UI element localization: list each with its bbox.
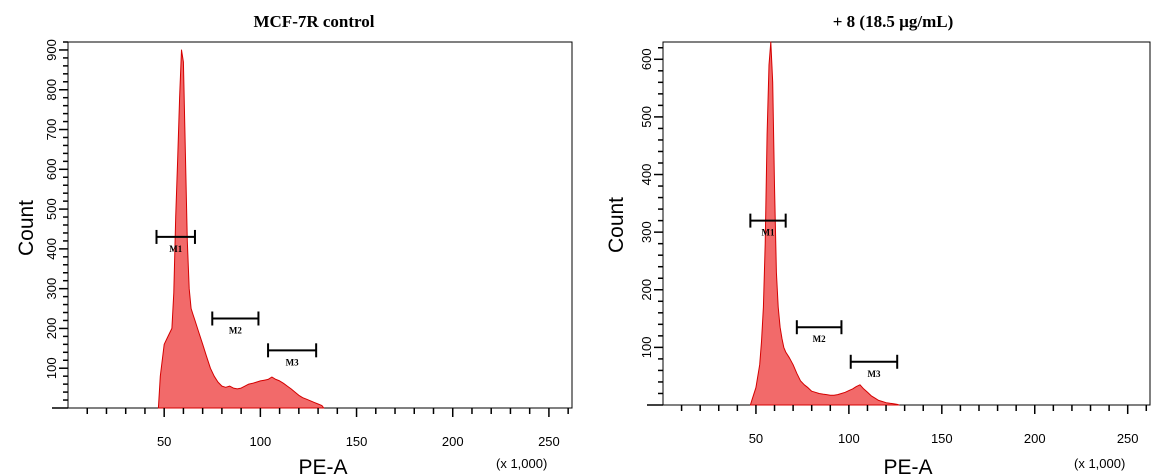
x-tick-label: 200 (1024, 431, 1046, 446)
x-tick-label: 100 (838, 431, 860, 446)
gate-marker: M3 (849, 354, 899, 379)
y-tick-label: 400 (639, 164, 654, 186)
x-tick-label: 100 (250, 434, 272, 449)
y-tick-label: 300 (44, 278, 59, 300)
gate-label: M1 (762, 228, 775, 238)
x-axis-label: PE-A (883, 456, 932, 476)
x-tick-label: 250 (1117, 431, 1139, 446)
gate-marker: M1 (749, 213, 787, 238)
y-tick-label: 500 (639, 106, 654, 128)
y-tick-label: 600 (639, 48, 654, 70)
y-tick-label: 900 (44, 39, 59, 61)
y-tick-label: 500 (44, 198, 59, 220)
plot-frame (67, 41, 573, 409)
gate-marker: M3 (267, 343, 318, 367)
y-axis-label: Count (605, 197, 628, 253)
x-tick-label: 50 (749, 431, 763, 446)
histogram-area (157, 49, 325, 409)
gate-label: M2 (229, 325, 242, 335)
y-axis-label: Count (15, 200, 38, 256)
y-tick-label: 100 (639, 337, 654, 359)
y-tick-label: 300 (639, 221, 654, 243)
x-scale-note: (x 1,000) (496, 456, 547, 471)
x-scale-note: (x 1,000) (1074, 456, 1125, 471)
gate-label: M1 (169, 244, 182, 254)
chart-title: MCF-7R control (253, 12, 374, 31)
x-tick-label: 250 (538, 434, 560, 449)
panel-right: + 8 (18.5 µg/mL) Count PE-A (x 1,000) 50… (605, 12, 1151, 476)
x-tick-label: 200 (442, 434, 464, 449)
y-tick-label: 100 (44, 357, 59, 379)
x-axis-label: PE-A (298, 456, 347, 476)
x-tick-label: 150 (931, 431, 953, 446)
gate-label: M2 (813, 334, 826, 344)
gate-marker: M2 (795, 320, 843, 344)
y-tick-label: 800 (44, 79, 59, 101)
gate-marker: M2 (211, 311, 260, 335)
chart-title: + 8 (18.5 µg/mL) (833, 12, 954, 31)
gate-label: M3 (867, 369, 880, 379)
x-tick-label: 50 (157, 434, 171, 449)
x-tick-label: 150 (346, 434, 368, 449)
y-tick-label: 600 (44, 158, 59, 180)
plot-frame (662, 41, 1151, 406)
y-tick-label: 200 (639, 279, 654, 301)
gate-label: M3 (286, 357, 299, 367)
histogram-area (749, 41, 900, 406)
gate-marker: M1 (155, 229, 196, 254)
y-tick-label: 400 (44, 238, 59, 260)
panel-left: MCF-7R control Count PE-A (x 1,000) 50 10… (15, 12, 573, 476)
y-tick-label: 700 (44, 119, 59, 141)
y-tick-label: 200 (44, 318, 59, 340)
